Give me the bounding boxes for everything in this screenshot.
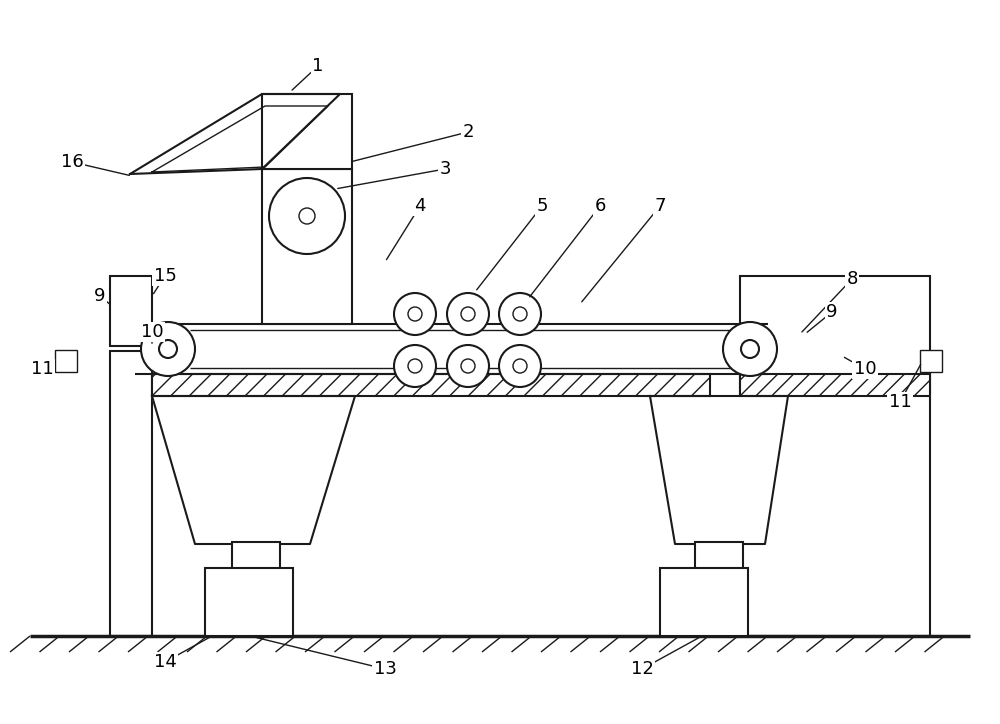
Text: 12: 12	[631, 660, 653, 678]
Text: 15: 15	[154, 267, 176, 285]
Bar	[740, 374, 930, 396]
Circle shape	[141, 322, 195, 376]
Circle shape	[499, 345, 541, 387]
Circle shape	[447, 345, 489, 387]
Bar	[920, 350, 942, 372]
Circle shape	[159, 340, 177, 358]
Polygon shape	[130, 94, 340, 174]
Text: 6: 6	[594, 197, 606, 215]
Circle shape	[723, 322, 777, 376]
Polygon shape	[650, 396, 788, 544]
Bar	[232, 542, 280, 569]
Text: 5: 5	[536, 197, 548, 215]
Circle shape	[741, 340, 759, 358]
Text: 11: 11	[889, 393, 911, 411]
Text: 10: 10	[854, 360, 876, 378]
Text: 9: 9	[826, 303, 838, 321]
Text: 16: 16	[61, 153, 83, 171]
Circle shape	[499, 293, 541, 335]
Bar	[110, 351, 152, 636]
Text: 14: 14	[154, 653, 176, 671]
Text: 3: 3	[439, 160, 451, 178]
Circle shape	[461, 359, 475, 373]
Circle shape	[408, 307, 422, 321]
Circle shape	[394, 345, 436, 387]
Circle shape	[269, 178, 345, 254]
Text: 1: 1	[312, 57, 324, 75]
Bar	[262, 94, 352, 169]
Text: 7: 7	[654, 197, 666, 215]
Text: 2: 2	[462, 123, 474, 141]
Bar	[110, 276, 152, 346]
Bar	[740, 276, 930, 636]
Circle shape	[394, 293, 436, 335]
Polygon shape	[152, 396, 355, 544]
Circle shape	[461, 307, 475, 321]
Text: 11: 11	[31, 360, 53, 378]
Circle shape	[513, 359, 527, 373]
Text: 8: 8	[846, 270, 858, 288]
Bar	[55, 350, 77, 372]
Bar	[660, 568, 748, 636]
Text: 4: 4	[414, 197, 426, 215]
Circle shape	[299, 208, 315, 224]
Text: 10: 10	[141, 323, 163, 341]
Text: 13: 13	[374, 660, 396, 678]
Circle shape	[408, 359, 422, 373]
Bar	[152, 374, 710, 396]
Bar	[205, 568, 293, 636]
Circle shape	[513, 307, 527, 321]
Circle shape	[447, 293, 489, 335]
Bar	[262, 169, 352, 324]
Text: 9: 9	[94, 287, 106, 305]
Bar	[695, 542, 743, 569]
